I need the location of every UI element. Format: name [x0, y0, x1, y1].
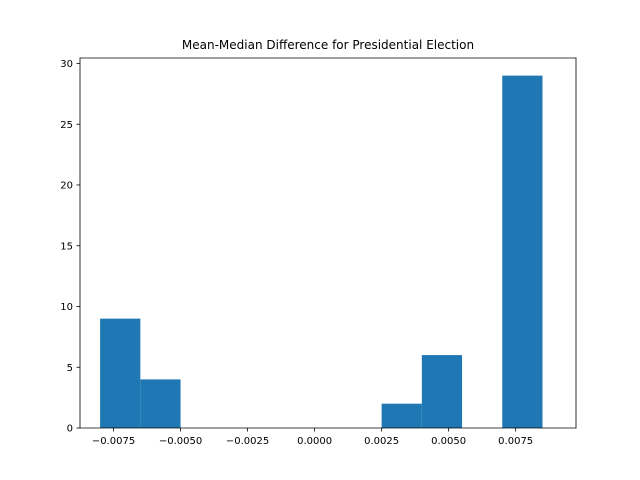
y-tick-label: 10	[60, 302, 73, 313]
y-tick-label: 20	[60, 181, 73, 192]
x-axis-ticks: −0.0075 −0.0050 −0.0025 0.0000 0.0025 0.0050 0…	[92, 428, 533, 447]
x-tick-label: 0.0050	[431, 436, 466, 447]
x-tick-label: −0.0025	[226, 436, 269, 447]
plot-area	[80, 58, 576, 428]
y-tick-label: 25	[60, 120, 73, 131]
histogram-bar	[502, 75, 543, 429]
axes-spines	[79, 57, 577, 429]
y-axis-ticks: 0 5 10 15 20 25 30	[60, 59, 80, 435]
x-tick-label: 0.0075	[498, 436, 533, 447]
y-tick-label: 30	[60, 59, 73, 70]
y-tick-label: 15	[60, 241, 73, 252]
histogram-bar	[140, 379, 181, 428]
x-tick-label: 0.0025	[364, 436, 399, 447]
y-tick-label: 0	[67, 424, 73, 435]
chart-title: Mean-Median Difference for Presidential …	[182, 38, 474, 52]
bars-group	[100, 75, 543, 429]
x-tick-label: −0.0075	[92, 436, 135, 447]
histogram-bar	[421, 355, 463, 428]
x-tick-label: −0.0050	[159, 436, 202, 447]
y-tick-label: 5	[67, 363, 73, 374]
x-tick-label: 0.0000	[297, 436, 332, 447]
histogram-bar	[381, 403, 422, 428]
histogram-bar	[100, 318, 141, 428]
